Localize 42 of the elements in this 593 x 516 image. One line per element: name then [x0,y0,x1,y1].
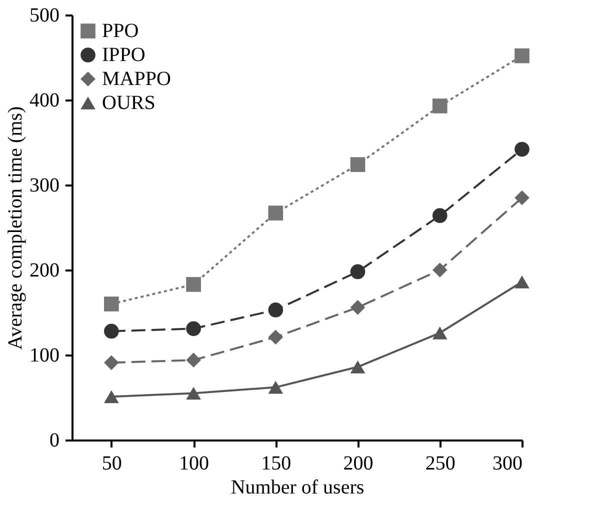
point [104,355,119,370]
y-axis-title: Average completion time (ms) [4,106,26,350]
x-tick-label: 300 [492,452,522,474]
point [514,48,530,64]
x-tick-label: 50 [102,452,122,474]
x-axis-title: Number of users [230,476,364,498]
point [514,275,530,288]
point [104,324,119,339]
point [186,352,201,368]
y-tick-label: 500 [30,4,60,26]
point [432,262,448,278]
y-tick-label: 100 [30,344,60,366]
point [350,360,366,374]
point [268,380,284,394]
point [268,302,284,318]
point [432,326,448,340]
point [432,98,448,114]
point [104,390,119,404]
legend-label: OURS [102,92,156,114]
legend-label: PPO [102,20,139,42]
point [514,142,530,157]
x-tick-label: 200 [343,452,374,474]
point [186,386,201,400]
y-tick-label: 0 [50,430,60,452]
point [514,190,530,206]
point [268,206,284,220]
legend-label: IPPO [102,44,146,66]
x-tick-label: 250 [425,452,456,474]
point [350,264,366,280]
point [186,277,201,292]
point [186,321,201,336]
x-tick-label: 100 [179,452,210,474]
x-tick-label: 150 [261,452,292,474]
legend-label: MAPPO [102,68,171,90]
point [268,330,284,345]
y-tick-label: 200 [30,260,60,282]
y-tick-label: 300 [30,174,60,196]
point [350,157,366,172]
point [350,300,366,315]
point [104,296,119,312]
y-tick-label: 400 [30,90,60,112]
point [432,208,448,223]
